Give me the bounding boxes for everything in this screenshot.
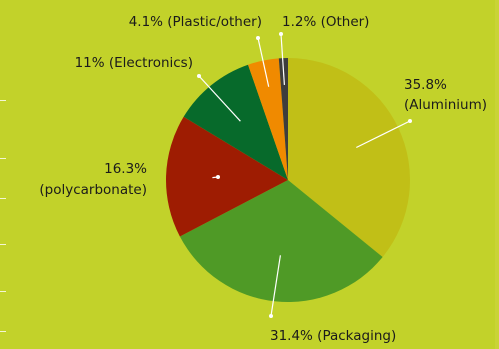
pie-slice — [248, 58, 288, 180]
pie-slice — [183, 64, 288, 180]
slice-label: (polycarbonate) — [39, 182, 147, 198]
leader-dot — [279, 32, 283, 36]
leader-dot — [256, 36, 260, 40]
leader-dot — [216, 175, 220, 179]
slice-label: 11% (Electronics) — [75, 55, 193, 71]
leader-dot — [197, 74, 201, 78]
pie-slice — [179, 180, 383, 303]
edge-tick — [0, 100, 6, 101]
slice-label: (Aluminium) — [404, 97, 487, 113]
pie-slice — [288, 58, 411, 258]
leader-line — [356, 120, 411, 149]
edge-tick — [0, 244, 6, 245]
slice-label: 1.2% (Other) — [282, 14, 369, 30]
edge-tick — [0, 291, 6, 292]
leader-dot — [408, 119, 412, 123]
pie-slice — [166, 116, 288, 237]
leader-line — [270, 255, 281, 317]
right-edge-strip — [495, 0, 499, 349]
leader-line — [280, 33, 285, 85]
leader-dot — [269, 314, 273, 318]
leader-line — [198, 75, 241, 122]
leader-line — [257, 37, 270, 87]
pie-slice — [278, 58, 288, 180]
slice-label: 16.3% — [104, 161, 147, 177]
slice-label: 4.1% (Plastic/other) — [129, 14, 262, 30]
slice-label: 31.4% (Packaging) — [270, 328, 396, 344]
edge-tick — [0, 331, 6, 332]
edge-tick — [0, 198, 6, 199]
slice-label: 35.8% — [404, 77, 447, 93]
edge-tick — [0, 158, 6, 159]
